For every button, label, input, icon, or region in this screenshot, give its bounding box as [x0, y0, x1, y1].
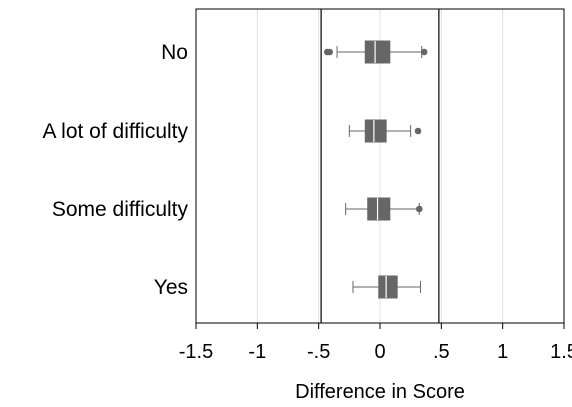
box-iqr [367, 197, 391, 221]
tick-label: -1 [248, 341, 266, 363]
tick-label: 1.5 [550, 341, 572, 363]
category-label: Some difficulty [52, 198, 189, 221]
tick-label: 1 [497, 341, 508, 363]
category-label: Yes [154, 276, 188, 299]
tick-label: -.5 [307, 341, 330, 363]
box-a-lot-of-difficulty [348, 119, 422, 143]
category-labels: No A lot of difficulty Some difficulty Yes [42, 41, 188, 299]
x-axis-label: Difference in Score [295, 381, 465, 403]
boxes [323, 40, 428, 299]
outlier-point [326, 48, 334, 56]
tick-label: 0 [374, 341, 385, 363]
box-no [323, 40, 428, 64]
box-iqr [378, 275, 398, 299]
box-yes [352, 275, 421, 299]
box-iqr [364, 40, 391, 64]
tick-label: .5 [433, 341, 450, 363]
tick-label: -1.5 [179, 341, 213, 363]
box-iqr [364, 119, 387, 143]
category-label: A lot of difficulty [42, 120, 188, 143]
category-label: No [161, 41, 188, 64]
outlier-point [414, 127, 422, 135]
outlier-point [415, 205, 423, 213]
reference-lines [320, 9, 440, 323]
x-axis-ticks: -1.5 -1 -.5 0 .5 1 1.5 [179, 323, 572, 363]
box-some-difficulty [345, 197, 423, 221]
outlier-point [420, 48, 428, 56]
